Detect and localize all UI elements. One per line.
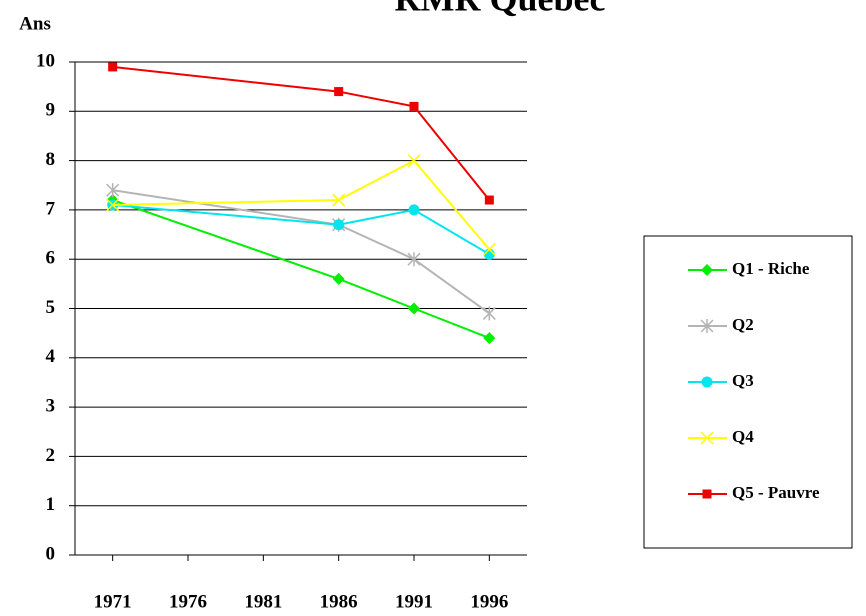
legend-marker [702, 489, 712, 499]
y-tick-label: 0 [46, 543, 56, 564]
point [482, 306, 496, 321]
legend-marker [700, 319, 714, 333]
point [483, 332, 496, 345]
y-tick-label: 5 [46, 297, 56, 318]
series-line [112, 189, 490, 315]
x-tick-label: 1991 [395, 591, 433, 612]
series-line [112, 65, 491, 201]
point [334, 87, 344, 97]
chart-title: RMR Québec [395, 0, 606, 18]
y-tick-label: 3 [46, 395, 56, 416]
x-tick-label: 1986 [320, 591, 358, 612]
legend-box [643, 235, 853, 549]
point [484, 195, 494, 205]
y-tick-label: 10 [36, 50, 55, 71]
x-tick-label: 1971 [94, 591, 132, 612]
series-line [112, 159, 491, 250]
point [483, 248, 495, 260]
point [409, 101, 419, 111]
legend-label: Q2 [732, 315, 754, 334]
legend-label: Q1 - Riche [732, 259, 810, 278]
legend-label: Q4 [732, 427, 754, 446]
y-axis-label: Ans [19, 13, 51, 34]
point [332, 272, 345, 285]
point [408, 204, 420, 216]
point [333, 219, 345, 231]
point [106, 183, 120, 198]
y-tick-label: 2 [46, 445, 56, 466]
series-line [112, 199, 490, 340]
y-tick-label: 1 [46, 494, 56, 515]
legend-marker [700, 431, 714, 445]
point [106, 198, 120, 212]
y-tick-label: 9 [46, 100, 56, 121]
legend-marker [701, 264, 713, 276]
point [407, 252, 421, 267]
x-tick-label: 1976 [169, 591, 207, 612]
point [108, 62, 118, 72]
y-tick-label: 6 [46, 248, 56, 269]
point [407, 154, 421, 168]
x-tick-label: 1996 [470, 591, 508, 612]
x-tick-label: 1981 [244, 591, 282, 612]
y-tick-label: 8 [46, 149, 56, 170]
legend-label: Q3 [732, 371, 754, 390]
legend-label: Q5 - Pauvre [732, 483, 820, 502]
point [482, 242, 496, 256]
y-tick-label: 7 [46, 198, 56, 219]
series-line [112, 203, 490, 256]
point [332, 193, 346, 207]
point [408, 302, 420, 315]
legend-marker [701, 376, 713, 388]
y-tick-label: 4 [46, 346, 56, 367]
